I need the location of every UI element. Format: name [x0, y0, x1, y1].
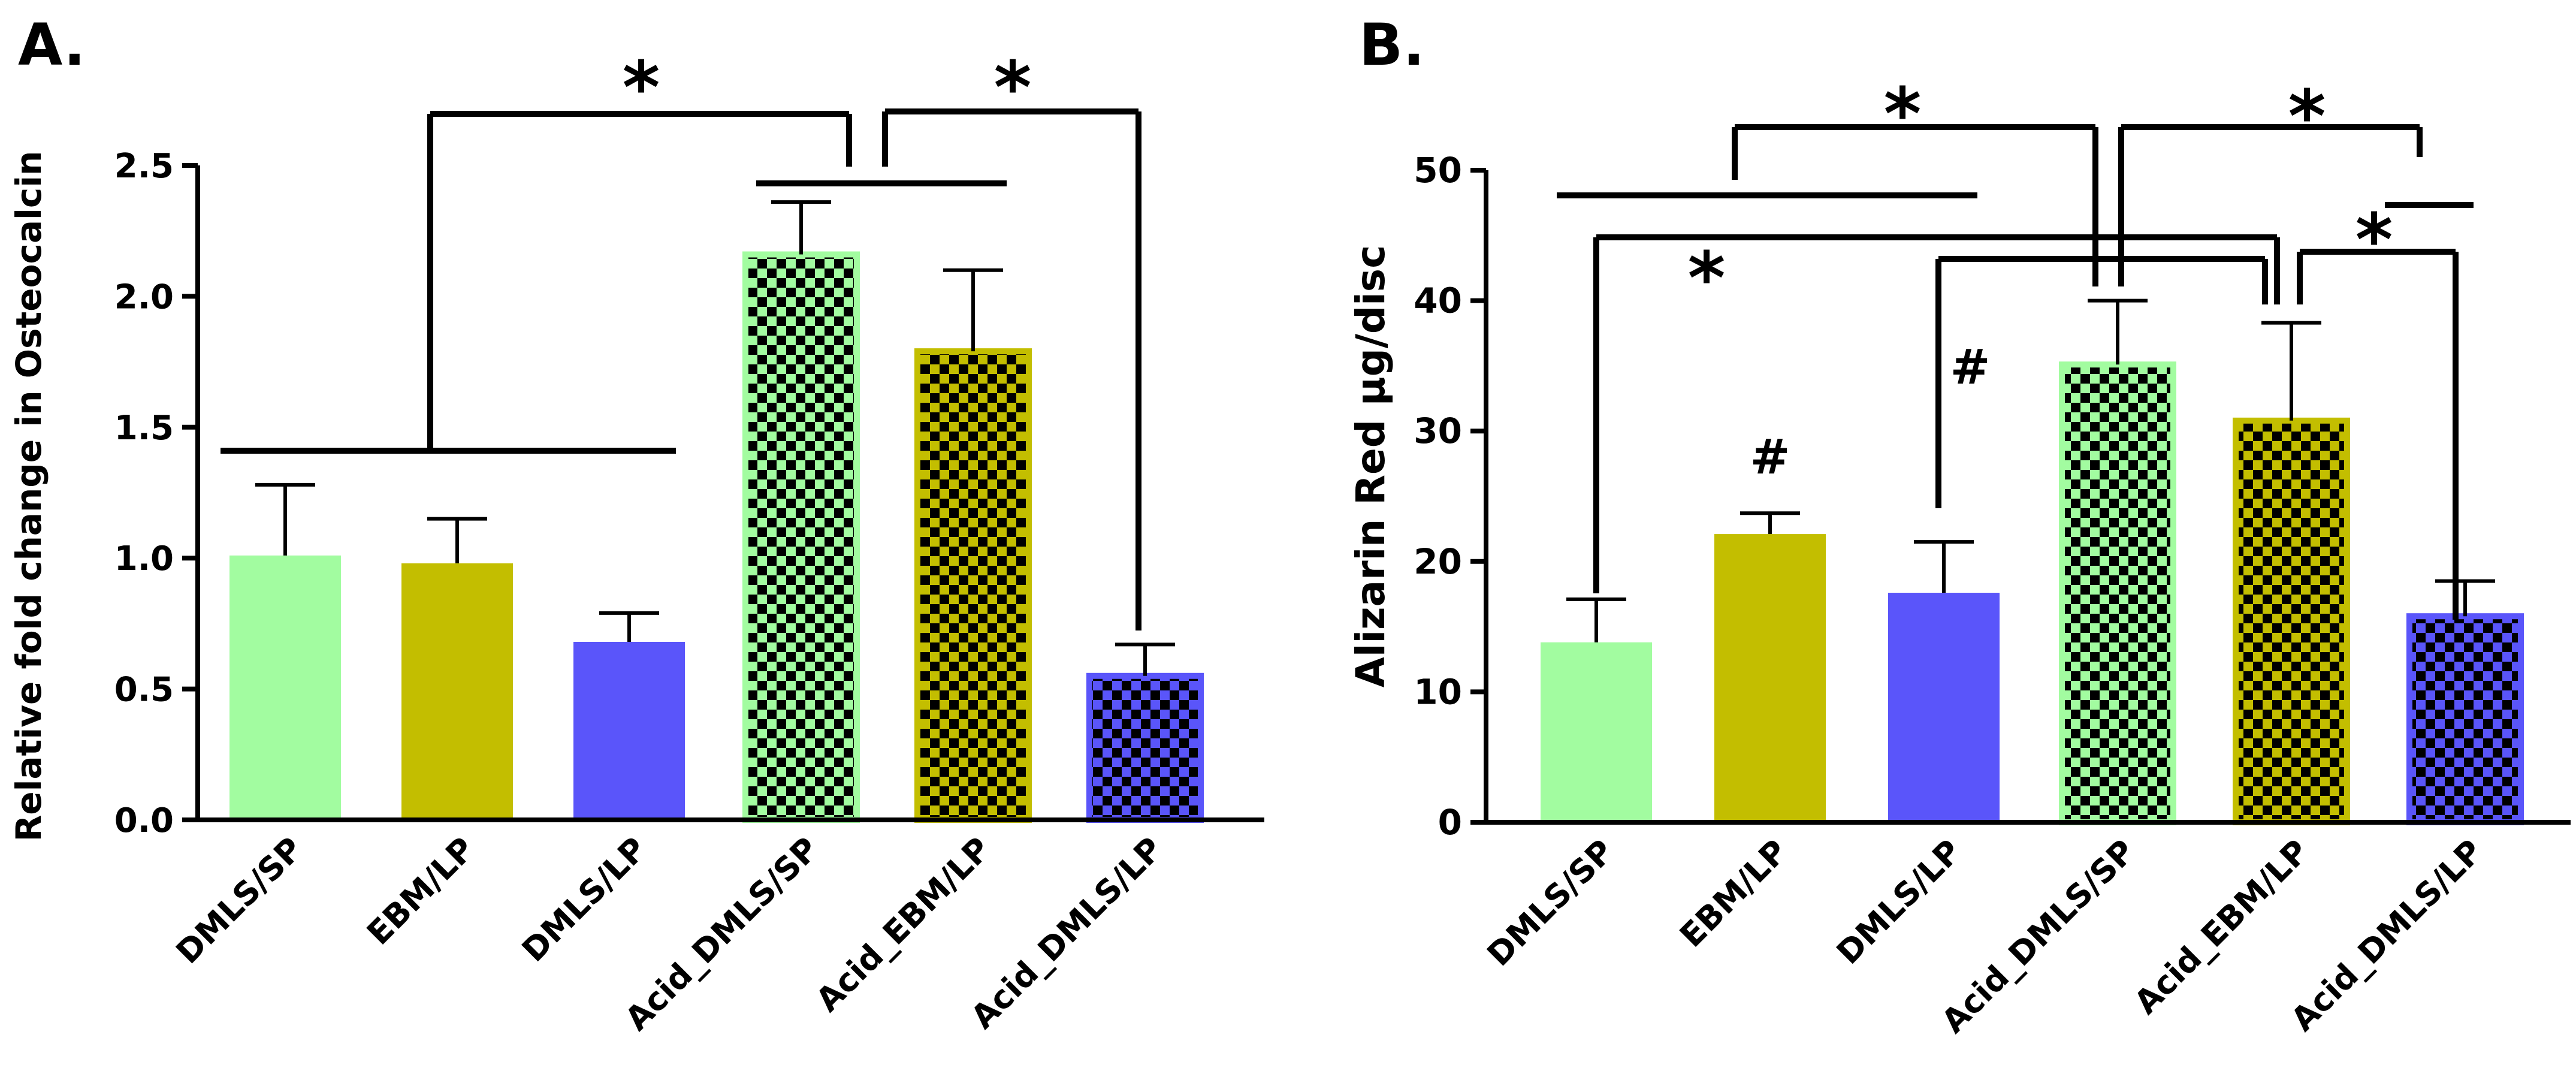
panel-b-sig-star-3: *	[1688, 237, 1726, 321]
panel-a-bar-4	[914, 348, 1032, 823]
panel-b-y-ticks: 0 10 20 30 40 50	[1414, 150, 1486, 843]
panel-a-y-ticks: 0.0 0.5 1.0 1.5 2.0 2.5	[114, 147, 198, 840]
panel-b-y-tick-label-5: 50	[1414, 150, 1462, 191]
panel-b-hash-2: #	[1950, 339, 1990, 395]
panel-a-y-tick-label-0: 0.0	[114, 801, 174, 840]
panel-b-bar-3	[2059, 361, 2176, 825]
panel-b-sig-star-4: *	[2355, 199, 2393, 282]
panel-b-y-tick-label-0: 0	[1438, 802, 1462, 843]
panel-a-label: A.	[18, 11, 86, 79]
panel-b-y-tick-label-3: 30	[1414, 411, 1462, 451]
panel-a-x-label-4: Acid_EBM/LP	[808, 830, 998, 1019]
panel-b-sig-star-2: *	[2288, 76, 2326, 159]
panel-a-x-label-5: Acid_DMLS/LP	[964, 830, 1170, 1036]
panel-b-y-axis-title: Alizarin Red µg/disc	[1348, 245, 1394, 687]
panel-b-x-label-1: EBM/LP	[1672, 832, 1795, 955]
panel-a-x-labels: DMLS/SP EBM/LP DMLS/LPAcid_DMLS/SPAcid_EBM…	[169, 830, 1170, 1038]
panel-b-x-label-4: Acid_EBM/LP	[2127, 832, 2316, 1022]
panel-a-y-tick-label-3: 1.5	[114, 409, 174, 448]
panel-a-x-label-0: DMLS/SP	[169, 830, 310, 972]
panel-b-bar-1	[1714, 534, 1826, 822]
panel-b-bar-4	[2233, 417, 2350, 825]
panel-a-error-bars	[255, 200, 1175, 676]
panel-b-bar-0	[1541, 642, 1652, 822]
panel-b-x-label-0: DMLS/SP	[1480, 832, 1621, 974]
panel-b-x-labels: DMLS/SP EBM/LP DMLS/LPAcid_DMLS/SPAcid_EBM…	[1480, 832, 2490, 1040]
panel-b-hash-1: #	[1750, 429, 1790, 485]
panel-b-x-label-5: Acid_DMLS/LP	[2284, 832, 2490, 1039]
panel-a-y-tick-label-4: 2.0	[114, 277, 174, 316]
panel-b-label: B.	[1359, 11, 1425, 79]
panel-a-significance-brackets	[221, 108, 1141, 630]
panel-a-bar-5	[1086, 672, 1204, 823]
panel-b-bars	[1541, 361, 2524, 826]
panel-a-y-tick-label-2: 1.0	[114, 539, 174, 578]
panel-b-bar-5	[2406, 613, 2524, 826]
panel-a-bar-2	[573, 641, 685, 820]
panel-b-x-label-2: DMLS/LP	[1829, 832, 1968, 972]
panel-b-bar-2	[1888, 593, 2000, 822]
panel-a-x-label-1: EBM/LP	[360, 830, 482, 952]
panel-a-y-tick-label-1: 0.5	[114, 671, 174, 710]
panel-b-y-tick-label-2: 20	[1414, 541, 1462, 582]
panel-b-error-bars	[1566, 298, 2495, 642]
panel-a-bar-0	[229, 555, 341, 820]
panel-b-sig-star-1: *	[1884, 73, 1922, 156]
panel-b-significance-brackets	[1557, 124, 2474, 620]
panel-a-sig-star-1: *	[623, 47, 660, 130]
panel-a-y-tick-label-5: 2.5	[114, 147, 174, 186]
panel-a-bar-1	[401, 563, 513, 820]
panel-a-bars	[229, 251, 1204, 823]
panel-a-bar-3	[742, 251, 860, 823]
panel-a: A. Relative fold change in Osteocalcin 0…	[8, 11, 1264, 1038]
panel-b-y-tick-label-1: 10	[1414, 671, 1462, 712]
panel-b-y-tick-label-4: 40	[1414, 280, 1462, 321]
panel-b-x-label-3: Acid_DMLS/SP	[1934, 832, 2142, 1040]
panel-a-x-label-2: DMLS/LP	[515, 830, 654, 969]
panel-b: B. Alizarin Red µg/disc 0 10 20 30 40 50 DMLS…	[1348, 11, 2571, 1040]
panel-a-y-axis-title: Relative fold change in Osteocalcin	[8, 151, 49, 842]
panel-a-sig-star-2: *	[994, 47, 1032, 130]
